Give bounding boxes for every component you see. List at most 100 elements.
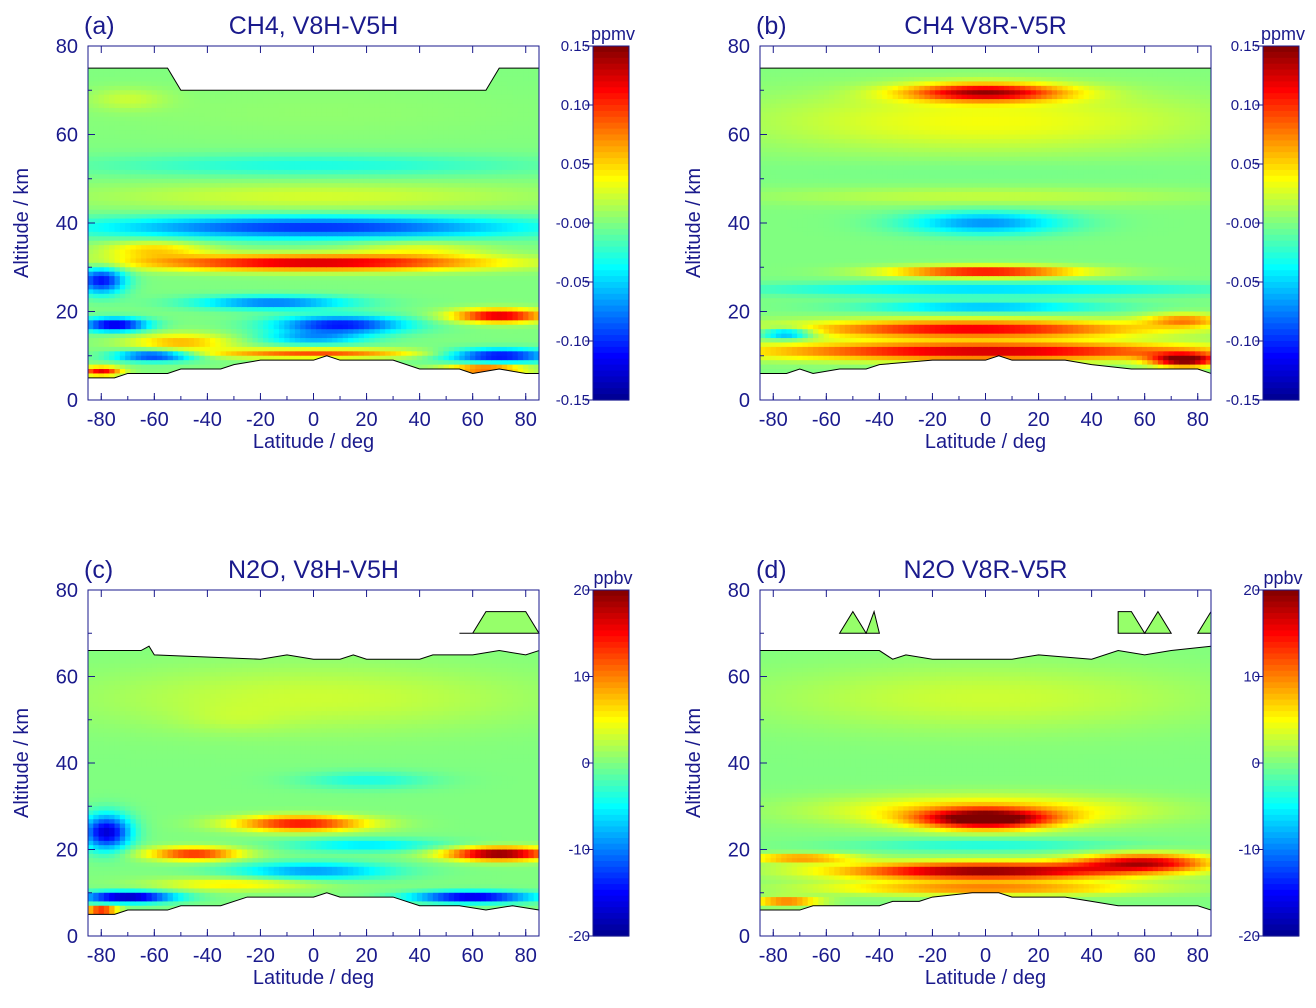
colorbar-segment — [593, 110, 629, 118]
x-tick-label: 80 — [1187, 409, 1209, 431]
colorbar-segment — [593, 722, 629, 729]
colorbar-segment — [1263, 924, 1299, 931]
colorbar-segment — [1263, 664, 1299, 672]
colorbar-segment — [593, 105, 629, 112]
colorbar-segment — [593, 122, 629, 130]
colorbar-segment — [593, 809, 629, 816]
colorbar-segment — [593, 607, 629, 614]
data-island — [1196, 609, 1212, 634]
top-boundary-line — [88, 645, 540, 660]
x-tick-label: 0 — [980, 945, 991, 967]
colorbar-segment — [1263, 388, 1299, 395]
colorbar-segment — [1263, 240, 1299, 248]
y-axis-label: Altitude / km — [11, 708, 33, 818]
colorbar-segment — [593, 46, 629, 53]
colorbar-segment — [593, 624, 629, 631]
colorbar-segment — [593, 93, 629, 100]
colorbar-segment — [1263, 329, 1299, 336]
x-tick-label: 0 — [980, 409, 991, 431]
colorbar-segment — [593, 930, 629, 937]
colorbar-segment — [593, 364, 629, 372]
colorbar-segment — [1263, 930, 1299, 937]
colorbar-segment — [593, 264, 629, 271]
colorbar-segment — [1263, 918, 1299, 926]
colorbar-tick-label: 0 — [582, 755, 590, 772]
x-tick-label: -60 — [812, 945, 841, 967]
colorbar-segment — [1263, 246, 1299, 254]
x-axis-label: Latitude / deg — [253, 967, 374, 989]
colorbar-segment — [1263, 814, 1299, 822]
colorbar-segment — [593, 630, 629, 637]
colorbar-segment — [593, 175, 629, 183]
panel-ch4-v8r-v5r: -80 -60 -40 -20 0 20 40 60 80 0 20 40 60 80 Latitude /… — [683, 12, 1305, 453]
colorbar-tick-label: -10 — [1238, 842, 1260, 859]
colorbar-segment — [1263, 768, 1299, 776]
y-tick-label: 80 — [728, 580, 750, 602]
colorbar-tick-label: -0.15 — [1226, 392, 1260, 409]
x-tick-label: -80 — [759, 945, 788, 967]
colorbar-segment — [1263, 889, 1299, 897]
colorbar-segment — [593, 382, 629, 389]
colorbar-segment — [593, 164, 629, 171]
colorbar-segment — [593, 837, 629, 845]
colorbar-segment — [1263, 305, 1299, 313]
colorbar-segment — [1263, 258, 1299, 265]
x-tick-label: 60 — [1134, 409, 1156, 431]
colorbar-segment — [593, 282, 629, 289]
colorbar-segment — [1263, 217, 1299, 224]
colorbar-segment — [593, 843, 629, 851]
colorbar-segment — [1263, 682, 1299, 689]
colorbar-segment — [1263, 51, 1299, 59]
colorbar-segment — [593, 258, 629, 265]
colorbar-unit: ppmv — [591, 24, 635, 44]
colorbar-segment — [593, 246, 629, 254]
colorbar-segment — [593, 158, 629, 165]
colorbar-segment — [593, 293, 629, 301]
colorbar-segment — [593, 670, 629, 678]
y-tick-label: 0 — [739, 926, 750, 948]
y-tick-label: 0 — [739, 390, 750, 412]
colorbar-segment — [1263, 394, 1299, 401]
colorbar-segment — [593, 601, 629, 608]
x-tick-label: 20 — [355, 945, 377, 967]
y-tick-label: 40 — [728, 753, 750, 775]
colorbar-tick-label: -0.05 — [556, 274, 590, 291]
colorbar-segment — [593, 240, 629, 248]
y-tick-label: 40 — [728, 213, 750, 235]
colorbar-segment — [1263, 234, 1299, 242]
colorbar-segment — [593, 305, 629, 313]
colorbar-segment — [593, 618, 629, 626]
colorbar-segment — [593, 884, 629, 891]
colorbar-segment — [1263, 63, 1299, 71]
colorbar-segment — [1263, 653, 1299, 660]
colorbar-segment — [593, 895, 629, 902]
colorbar-segment — [1263, 820, 1299, 828]
colorbar-segment — [593, 311, 629, 318]
bottom-boundary-line — [760, 355, 1212, 374]
colorbar-segment — [1263, 346, 1299, 354]
colorbar-segment — [1263, 299, 1299, 307]
colorbar-segment — [593, 861, 629, 868]
colorbar-segment — [593, 786, 629, 793]
colorbar-tick-label: -0.00 — [1226, 215, 1260, 232]
colorbar-segment — [1263, 158, 1299, 165]
colorbar-segment — [593, 636, 629, 643]
y-tick-label: 60 — [56, 667, 78, 689]
colorbar-segment — [1263, 116, 1299, 124]
colorbar-segment — [1263, 786, 1299, 793]
colorbar-segment — [593, 803, 629, 810]
colorbar-segment — [1263, 630, 1299, 637]
x-axis-label: Latitude / deg — [253, 431, 374, 453]
colorbar-segment — [593, 146, 629, 153]
colorbar-segment — [593, 69, 629, 77]
colorbar-segment — [593, 63, 629, 71]
chart-title: N2O V8R-V5R — [904, 556, 1068, 584]
colorbar-segment — [1263, 317, 1299, 324]
colorbar-segment — [1263, 341, 1299, 348]
colorbar-segment — [1263, 382, 1299, 389]
heatmap-field — [760, 68, 1211, 374]
colorbar-tick-label: -0.00 — [556, 215, 590, 232]
colorbar-segment — [1263, 110, 1299, 118]
